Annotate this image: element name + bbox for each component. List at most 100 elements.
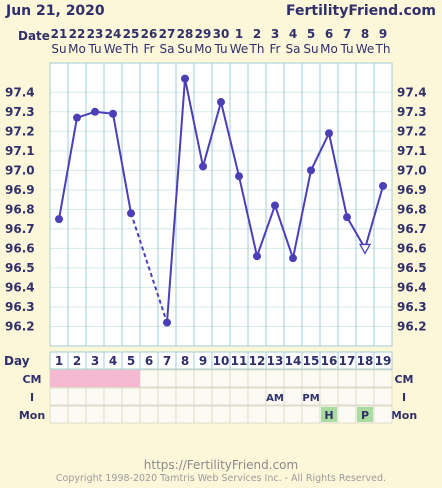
cycle-day-label: 18 (357, 354, 374, 368)
day-row-label: Day (4, 354, 30, 368)
temperature-point (343, 213, 351, 222)
date-label: 7 (343, 27, 351, 41)
temperature-point (253, 252, 261, 261)
temperature-point (127, 209, 135, 218)
cycle-day-label: 1 (55, 354, 63, 368)
cycle-day-label: 4 (109, 354, 117, 368)
weekday-label: Fr (144, 42, 155, 56)
weekday-label: Tu (213, 42, 227, 56)
cycle-day-label: 16 (321, 354, 338, 368)
i-row-label-left: I (30, 391, 34, 404)
weekday-label: Su (177, 42, 192, 56)
temperature-line-segment (220, 101, 240, 177)
i-row-cell (49, 387, 69, 406)
cm-row-cell (247, 369, 267, 388)
cm-row-cell (265, 369, 285, 388)
temperature-point (271, 201, 279, 210)
mon-row-cell (49, 405, 69, 424)
mon-row-cell (283, 405, 303, 424)
y-tick-label-right: 97.1 (397, 144, 427, 158)
mon-row-cell (85, 405, 105, 424)
temperature-point (163, 318, 171, 327)
mon-row-cell (67, 405, 87, 424)
intercourse-marker: PM (302, 393, 319, 404)
monitor-cell-highlight (321, 407, 337, 422)
monitor-cell-highlight (357, 407, 373, 422)
plot-area (49, 62, 393, 347)
temperature-point (109, 109, 117, 118)
mon-row-cell (247, 405, 267, 424)
weekday-label: We (104, 42, 123, 56)
y-tick-label-left: 97.0 (5, 163, 35, 177)
i-row-cell (373, 387, 393, 406)
temperature-line-segment (256, 205, 276, 257)
cycle-day-label: 13 (267, 354, 284, 368)
weekday-label: We (356, 42, 375, 56)
cycle-day-label: 3 (91, 354, 99, 368)
cycle-day-label: 12 (249, 354, 266, 368)
weekday-label: Tu (87, 42, 101, 56)
temperature-point (217, 98, 225, 107)
cm-row-cell (139, 369, 159, 388)
cm-row-cell (175, 369, 195, 388)
y-tick-label-right: 97.3 (397, 105, 427, 119)
weekday-label: We (230, 42, 249, 56)
i-row-cell (337, 387, 357, 406)
date-label: 2 (253, 27, 261, 41)
weekday-label: Su (51, 42, 66, 56)
cycle-day-label: 14 (285, 354, 302, 368)
i-row-cell (157, 387, 177, 406)
chart-grid (49, 62, 393, 347)
cycle-day-label: 10 (213, 354, 230, 368)
mon-row-cell (265, 405, 285, 424)
i-row-cell (139, 387, 159, 406)
y-tick-label-right: 96.7 (397, 222, 427, 236)
date-label: 6 (325, 27, 333, 41)
date-label: 23 (87, 27, 104, 41)
y-tick-label-left: 96.7 (5, 222, 35, 236)
monitor-reading: P (361, 409, 369, 422)
date-label: 3 (271, 27, 279, 41)
date-label: 4 (289, 27, 297, 41)
y-tick-label-left: 97.4 (5, 85, 35, 99)
y-tick-label-right: 96.6 (397, 241, 427, 255)
i-row-cell (211, 387, 231, 406)
cycle-day-label: 6 (145, 354, 153, 368)
i-row-cell (121, 387, 141, 406)
weekday-label: Sa (286, 42, 301, 56)
chart-date: Jun 21, 2020 (5, 3, 105, 19)
cm-fertile-cell (86, 370, 104, 387)
y-tick-label-right: 96.5 (397, 261, 427, 275)
date-label: 22 (69, 27, 86, 41)
y-tick-label-right: 97.4 (397, 85, 427, 99)
temperature-point (325, 129, 333, 138)
temperature-point (73, 113, 81, 122)
y-tick-label-right: 96.4 (397, 280, 427, 294)
temperature-line-segment (166, 78, 186, 323)
cm-row-cell (373, 369, 393, 388)
date-label: 1 (235, 27, 243, 41)
cm-row-label-left: CM (22, 373, 41, 386)
y-tick-label-left: 96.3 (5, 300, 35, 314)
cm-fertile-cell (68, 370, 86, 387)
date-label: 27 (159, 27, 176, 41)
temperature-point (91, 107, 99, 116)
i-row-cell (193, 387, 213, 406)
footer-url[interactable]: https://FertilityFriend.com (143, 458, 299, 472)
cm-row-cell (283, 369, 303, 388)
temperature-series (55, 74, 387, 327)
mon-row-cell (121, 405, 141, 424)
y-tick-label-right: 96.3 (397, 300, 427, 314)
temperature-line-segment (328, 133, 348, 218)
i-row-cell (85, 387, 105, 406)
mon-row-cell (193, 405, 213, 424)
brand-logo: FertilityFriend.com (286, 3, 436, 19)
date-label: 26 (141, 27, 158, 41)
i-row-cell (283, 387, 303, 406)
cycle-day-label: 2 (73, 354, 81, 368)
weekday-label: Th (375, 42, 391, 56)
date-label: 21 (51, 27, 68, 41)
temperature-line-segment (202, 101, 222, 167)
weekday-label: Mo (194, 42, 212, 56)
cm-fertile-cell (50, 370, 68, 387)
